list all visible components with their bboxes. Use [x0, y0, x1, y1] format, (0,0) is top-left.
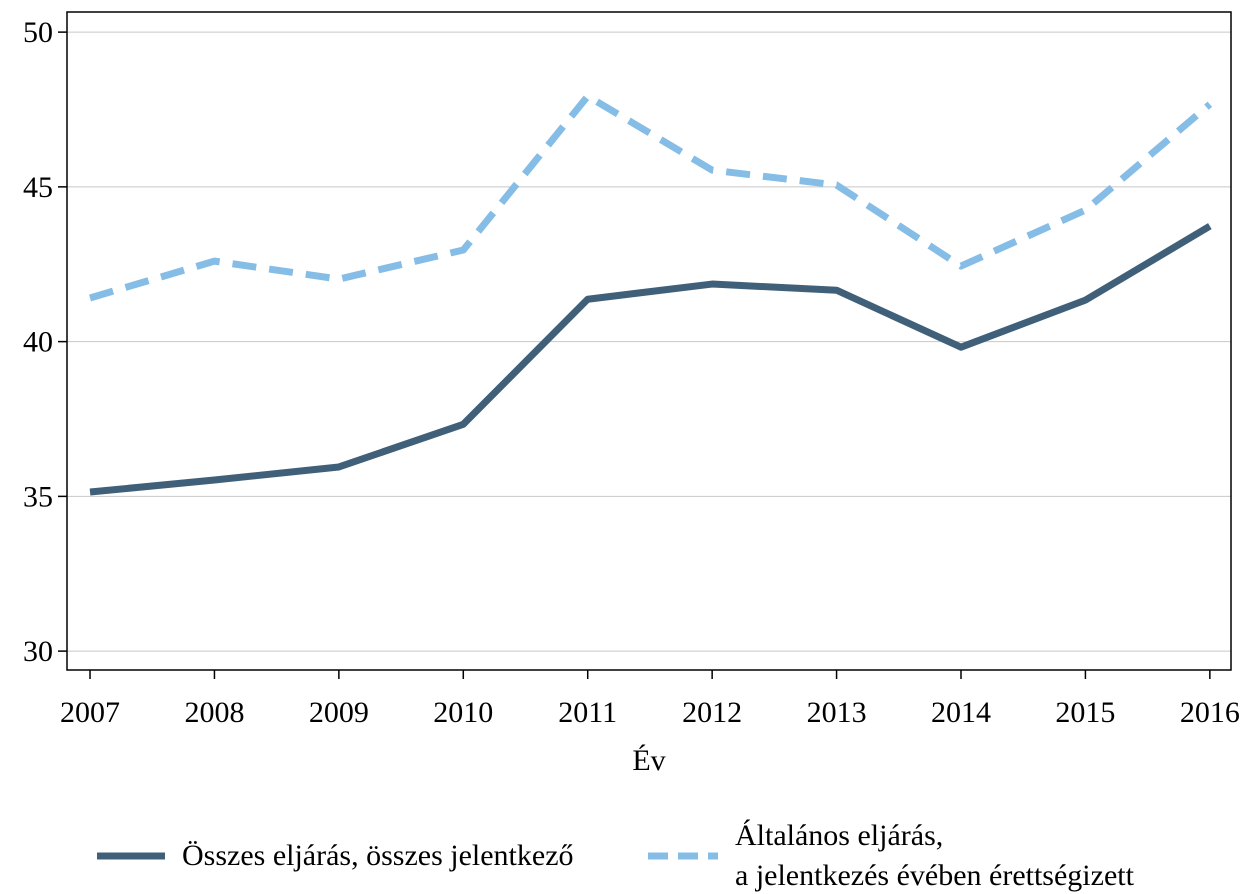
x-tick-label: 2015	[1055, 696, 1115, 729]
y-tick-label: 50	[23, 16, 53, 49]
plot-frame	[66, 11, 1232, 671]
y-tick-label: 45	[23, 171, 53, 204]
line-series	[89, 92, 1213, 302]
y-tick-label: 30	[23, 635, 53, 668]
line-series	[89, 223, 1212, 496]
x-tick-label: 2007	[60, 696, 120, 729]
x-tick-label: 2009	[309, 696, 369, 729]
x-tick-label: 2011	[558, 696, 617, 729]
y-tick-label: 40	[23, 326, 53, 359]
x-axis-label: Év	[632, 744, 665, 777]
x-tick-label: 2016	[1180, 696, 1240, 729]
legend-label: Összes eljárás, összes jelentkező	[182, 839, 574, 872]
x-tick-label: 2012	[682, 696, 742, 729]
legend-label: Általános eljárás, a jelentkezés évében …	[735, 819, 1134, 892]
x-tick-label: 2010	[433, 696, 493, 729]
y-tick-label: 35	[23, 480, 53, 513]
x-tick-label: 2013	[807, 696, 867, 729]
x-tick-label: 2008	[184, 696, 244, 729]
x-tick-label: 2014	[931, 696, 991, 729]
